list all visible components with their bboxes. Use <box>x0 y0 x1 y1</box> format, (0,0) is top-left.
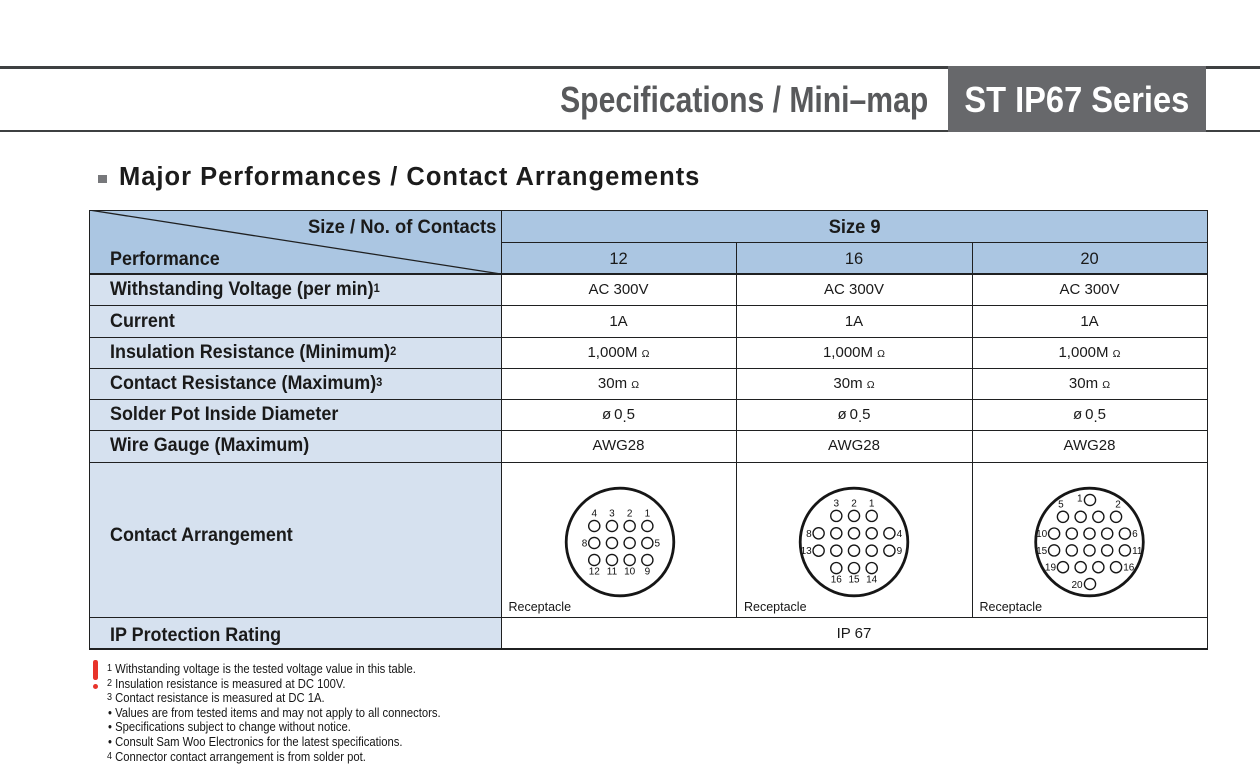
svg-text:10: 10 <box>624 567 636 578</box>
svg-text:2: 2 <box>1115 500 1121 511</box>
svg-text:9: 9 <box>897 546 903 557</box>
svg-text:5: 5 <box>1058 500 1064 511</box>
svg-text:16: 16 <box>1123 563 1135 574</box>
svg-text:14: 14 <box>866 575 878 586</box>
svg-text:2: 2 <box>851 499 857 510</box>
svg-text:12: 12 <box>589 567 601 578</box>
svg-text:6: 6 <box>1132 529 1138 540</box>
svg-text:19: 19 <box>1045 563 1057 574</box>
svg-text:3: 3 <box>834 499 840 510</box>
svg-text:9: 9 <box>645 567 651 578</box>
svg-text:4: 4 <box>591 509 597 520</box>
svg-text:13: 13 <box>801 546 813 557</box>
svg-text:1: 1 <box>869 499 875 510</box>
svg-text:3: 3 <box>609 509 615 520</box>
svg-text:15: 15 <box>848 575 860 586</box>
svg-text:8: 8 <box>806 529 812 540</box>
svg-text:10: 10 <box>1036 529 1048 540</box>
svg-text:5: 5 <box>655 539 661 550</box>
svg-text:4: 4 <box>897 529 903 540</box>
svg-text:1: 1 <box>645 509 651 520</box>
svg-text:11: 11 <box>607 567 618 578</box>
svg-text:2: 2 <box>627 509 633 520</box>
svg-text:11: 11 <box>1132 546 1143 557</box>
svg-text:1: 1 <box>1077 494 1083 505</box>
svg-text:8: 8 <box>582 539 588 550</box>
svg-text:15: 15 <box>1036 546 1048 557</box>
svg-text:20: 20 <box>1071 580 1083 591</box>
svg-text:16: 16 <box>831 575 843 586</box>
